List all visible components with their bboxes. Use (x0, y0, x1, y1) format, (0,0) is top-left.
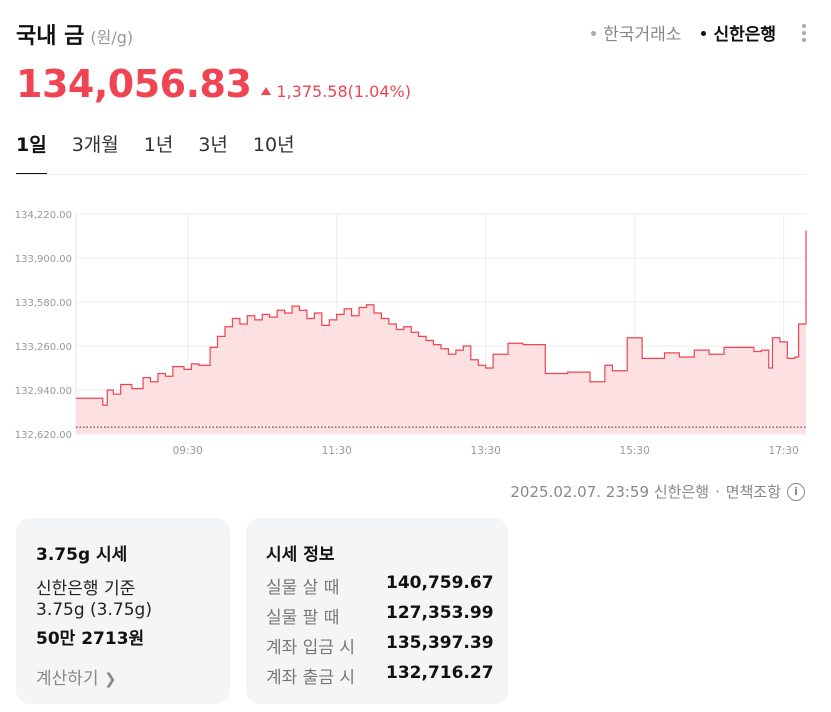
page-title: 국내 금 (원/g) (16, 18, 133, 50)
tab-1d[interactable]: 1일 (16, 130, 47, 175)
price-chart[interactable]: 134,220.00 133,900.00 133,580.00 133,260.00… (0, 200, 831, 470)
footnote: 2025.02.07. 23:59 신한은행 · 면책조항 i (510, 481, 805, 502)
y-tick-label: 133,580.00 (15, 298, 72, 309)
calculate-label: 계산하기 (36, 669, 99, 689)
weight-price-card: 3.75g 시세 신한은행 기준 3.75g (3.75g) 50만 2713원… (16, 518, 230, 704)
x-tick-label: 09:30 (173, 445, 203, 457)
y-tick-label: 133,900.00 (15, 254, 72, 265)
source-label: 한국거래소 (603, 25, 682, 45)
source-option-krx[interactable]: 한국거래소 (591, 20, 681, 45)
price-line (76, 230, 807, 406)
row-label: 실물 살 때 (266, 578, 340, 598)
current-price: 134,056.83 (16, 62, 252, 106)
tab-3m[interactable]: 3개월 (71, 134, 119, 156)
price-change: 1,375.58(1.04%) (261, 82, 411, 101)
row-value: 127,353.99 (386, 603, 494, 623)
source-selector: 한국거래소 신한은행 (591, 20, 776, 45)
up-triangle-icon (261, 87, 272, 95)
card-title: 시세 정보 (266, 545, 335, 565)
weight-text: 3.75g (3.75g) (36, 600, 152, 620)
price-row: 134,056.83 1,375.58(1.04%) (16, 62, 411, 112)
row-value: 132,716.27 (386, 663, 494, 683)
row-label: 실물 팔 때 (266, 608, 340, 628)
title-text: 국내 금 (16, 24, 85, 49)
price-area-fill (76, 230, 806, 434)
more-options-icon[interactable] (802, 24, 806, 45)
bullet-icon (701, 30, 707, 36)
card-title: 3.75g 시세 (36, 545, 128, 565)
period-tabs: 1일 3개월 1년 3년 10년 (16, 130, 320, 175)
basis-text: 신한은행 기준 (36, 579, 136, 599)
tab-divider (16, 174, 807, 175)
x-tick-label: 11:30 (322, 445, 352, 457)
update-timestamp: 2025.02.07. 23:59 (510, 482, 650, 501)
y-tick-label: 134,220.00 (15, 210, 72, 221)
x-tick-label: 17:30 (769, 445, 799, 457)
footnote-separator: · (715, 482, 720, 501)
header: 국내 금 (원/g) 한국거래소 신한은행 (16, 18, 816, 52)
row-label: 계좌 출금 시 (266, 668, 356, 688)
source-label: 신한은행 (713, 25, 776, 45)
source-option-shinhan[interactable]: 신한은행 (701, 20, 776, 45)
change-percent: (1.04%) (347, 82, 411, 101)
price-info-card: 시세 정보 실물 살 때 140,759.67 실물 팔 때 127,353.99 … (246, 518, 508, 704)
y-tick-label: 132,620.00 (15, 430, 72, 441)
disclaimer-link[interactable]: 면책조항 (725, 483, 781, 501)
x-tick-label: 13:30 (471, 445, 501, 457)
calculate-link[interactable]: 계산하기 ❯ (36, 664, 117, 689)
x-tick-label: 15:30 (620, 445, 650, 457)
tab-1y[interactable]: 1년 (143, 134, 174, 156)
y-tick-label: 132,940.00 (15, 386, 72, 397)
bullet-icon (591, 30, 597, 36)
tab-3y[interactable]: 3년 (198, 134, 228, 156)
chevron-right-icon: ❯ (103, 670, 117, 688)
footnote-source: 신한은행 (653, 483, 710, 501)
change-value: 1,375.58 (276, 82, 348, 101)
row-label: 계좌 입금 시 (266, 638, 356, 658)
info-icon[interactable]: i (787, 482, 805, 501)
row-value: 135,397.39 (386, 633, 494, 653)
amount-text: 50만 2713원 (36, 629, 145, 649)
y-tick-label: 133,260.00 (15, 342, 72, 353)
unit-label: (원/g) (90, 28, 134, 47)
tab-10y[interactable]: 10년 (252, 134, 295, 156)
row-value: 140,759.67 (386, 573, 494, 593)
